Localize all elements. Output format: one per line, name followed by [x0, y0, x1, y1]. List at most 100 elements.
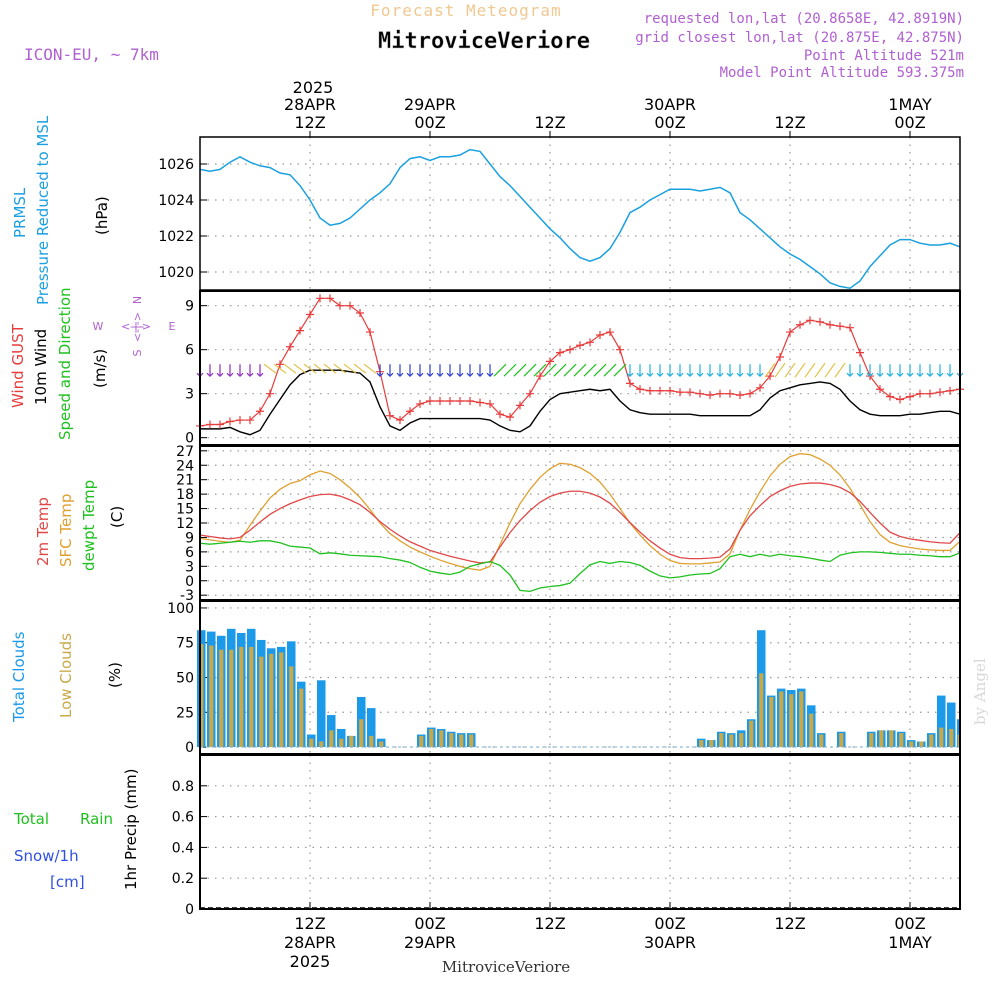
ytick-label: 1020 — [158, 265, 194, 281]
gust-marker — [676, 388, 684, 397]
ytick-label: 0 — [185, 574, 194, 590]
wind-barb — [263, 363, 277, 374]
low-cloud-bar — [949, 728, 954, 748]
gust-marker — [316, 294, 324, 303]
wind-barb — [926, 364, 934, 378]
wind-barb — [216, 364, 224, 378]
gust-marker — [366, 328, 374, 337]
ytick-label: 0 — [185, 431, 194, 447]
gust-marker — [816, 317, 824, 326]
sfc-line — [199, 453, 961, 571]
wind-barb — [543, 363, 557, 377]
top-date-label: 30APR — [644, 95, 696, 114]
wind-barb — [946, 364, 954, 378]
credit-watermark: by Angel — [971, 658, 989, 725]
low-cloud-bar — [729, 734, 734, 748]
low-cloud-bar — [709, 740, 714, 748]
wind-barb — [696, 364, 704, 378]
gust-marker — [806, 316, 814, 325]
gust-marker — [596, 331, 604, 339]
low-cloud-bar — [769, 696, 774, 748]
low-cloud-bar — [869, 733, 874, 748]
ytick-label: 1026 — [158, 157, 194, 173]
ytick-label: 6 — [185, 545, 194, 561]
dewpt-line — [199, 540, 961, 592]
ytick-label: 9 — [185, 299, 194, 315]
wind-barb — [323, 363, 337, 374]
gust-marker — [726, 389, 734, 398]
gust-marker — [686, 388, 694, 397]
bottom-hour-label: 12Z — [294, 914, 325, 933]
gust-marker — [456, 397, 464, 405]
wind10-label: 10m Wind — [32, 329, 50, 405]
gust-marker — [416, 399, 424, 408]
gust-marker — [406, 407, 414, 416]
low-cloud-bar — [249, 646, 254, 748]
wind-barb — [236, 364, 244, 378]
wind-barb — [636, 364, 644, 378]
gust-marker — [696, 389, 704, 398]
requested-coords: requested lon,lat (20.8658E, 42.8919N) — [644, 11, 964, 27]
ytick-label: 15 — [176, 502, 194, 518]
low-cloud-bar — [199, 644, 204, 748]
wind-barb — [834, 362, 846, 378]
low-cloud-bar — [699, 740, 704, 748]
ytick-label: 0.6 — [172, 810, 194, 826]
total-cloud-bar — [367, 708, 376, 748]
gust-marker — [626, 379, 634, 388]
low-cloud-bar — [809, 713, 814, 748]
snow-unit-label: [cm] — [50, 873, 85, 891]
temp-labels: 2m Temp SFC Temp dewpt Temp (C) — [34, 480, 126, 571]
wind-barb — [676, 364, 684, 378]
wind-barb — [936, 364, 944, 378]
low-cloud-bar — [369, 735, 374, 748]
panel-wind: 0 3 6 9 — [185, 291, 964, 447]
gust-marker — [716, 389, 724, 398]
wind-barb — [426, 364, 434, 378]
location-title: MitroviceVeriore — [378, 29, 590, 54]
wind-barb — [386, 364, 394, 378]
total-cloud-bar — [947, 702, 956, 748]
ytick-label: 12 — [176, 516, 194, 532]
wind-barb — [886, 364, 894, 378]
rain-total-label: Total — [13, 810, 49, 828]
wind-dir-label: Speed and Direction — [56, 287, 74, 440]
t2m-label: 2m Temp — [34, 497, 52, 566]
wind-barb — [466, 364, 474, 378]
top-date-label: 29APR — [404, 95, 456, 114]
rain-word-label: Rain — [80, 810, 113, 828]
low-cloud-bar — [939, 727, 944, 748]
gust-marker — [556, 348, 564, 357]
cloud-labels: Total Clouds Low Clouds (%) — [10, 631, 124, 723]
compass-arrows-h: <-|-> — [121, 320, 151, 333]
gust-marker — [796, 320, 804, 329]
low-cloud-bar — [799, 691, 804, 748]
top-hour-label: 12Z — [774, 113, 805, 132]
bottom-date-label: 29APR — [404, 933, 456, 952]
ytick-label: 9 — [185, 530, 194, 546]
wind-barb — [906, 364, 914, 378]
ytick-label: -3 — [180, 588, 194, 604]
ytick-label: 25 — [176, 705, 194, 721]
ytick-label: 27 — [176, 444, 194, 460]
wind-barb — [273, 363, 287, 374]
ytick-label: 21 — [176, 473, 194, 489]
low-cloud-bar — [469, 734, 474, 748]
wind-barb — [303, 363, 317, 374]
gust-marker — [436, 397, 444, 405]
top-date-label: 1MAY — [888, 95, 932, 114]
gust-marker — [906, 392, 914, 401]
point-altitude: Point Altitude 521m — [804, 48, 964, 64]
wind-barb — [206, 364, 214, 378]
temp-unit-label: (C) — [108, 506, 126, 528]
gust-marker — [486, 399, 494, 408]
top-date-label: 28APR — [284, 95, 336, 114]
gust-marker — [466, 397, 474, 405]
compass-n: N — [131, 296, 144, 304]
gust-marker — [896, 395, 904, 404]
total-cloud-bar — [317, 680, 326, 748]
compass-w: W — [93, 320, 104, 333]
ytick-label: 75 — [176, 636, 194, 652]
